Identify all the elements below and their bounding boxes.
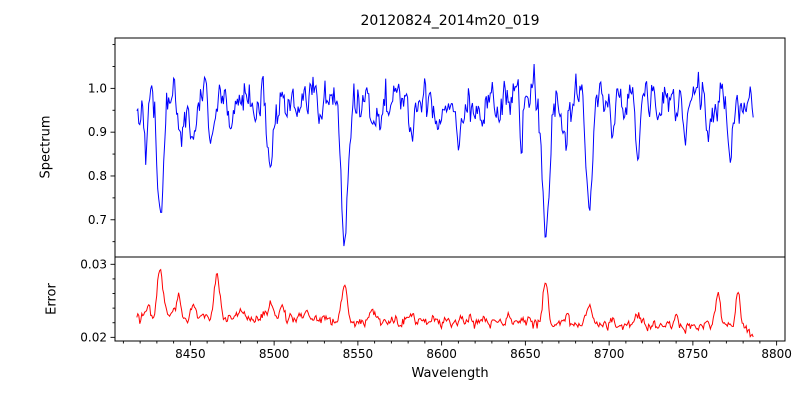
y-axis-tick-label: 0.03 (80, 257, 107, 271)
y-axis-tick-label: 0.7 (88, 213, 107, 227)
x-axis-tick-label: 8500 (259, 347, 290, 361)
x-axis-tick-label: 8650 (510, 347, 541, 361)
y-axis-tick-label: 0.02 (80, 330, 107, 344)
x-axis-label: Wavelength (411, 366, 489, 381)
error-line (136, 268, 754, 338)
x-axis-tick-label: 8750 (678, 347, 709, 361)
x-axis-tick-label: 8550 (343, 347, 374, 361)
error-panel-border (114, 256, 786, 342)
y-axis-tick-label: 1.0 (88, 81, 107, 95)
x-axis-tick-label: 8800 (761, 347, 792, 361)
x-axis-tick-label: 8700 (594, 347, 625, 361)
y-axis-tick-label: 0.9 (88, 125, 107, 139)
x-axis-tick-label: 8600 (426, 347, 457, 361)
y-axis-tick-label: 0.8 (88, 169, 107, 183)
x-axis-tick-label: 8450 (175, 347, 206, 361)
spectrum-panel-border (114, 37, 786, 258)
spectrum-line (136, 63, 754, 247)
chart-title: 20120824_2014m20_019 (360, 13, 540, 29)
